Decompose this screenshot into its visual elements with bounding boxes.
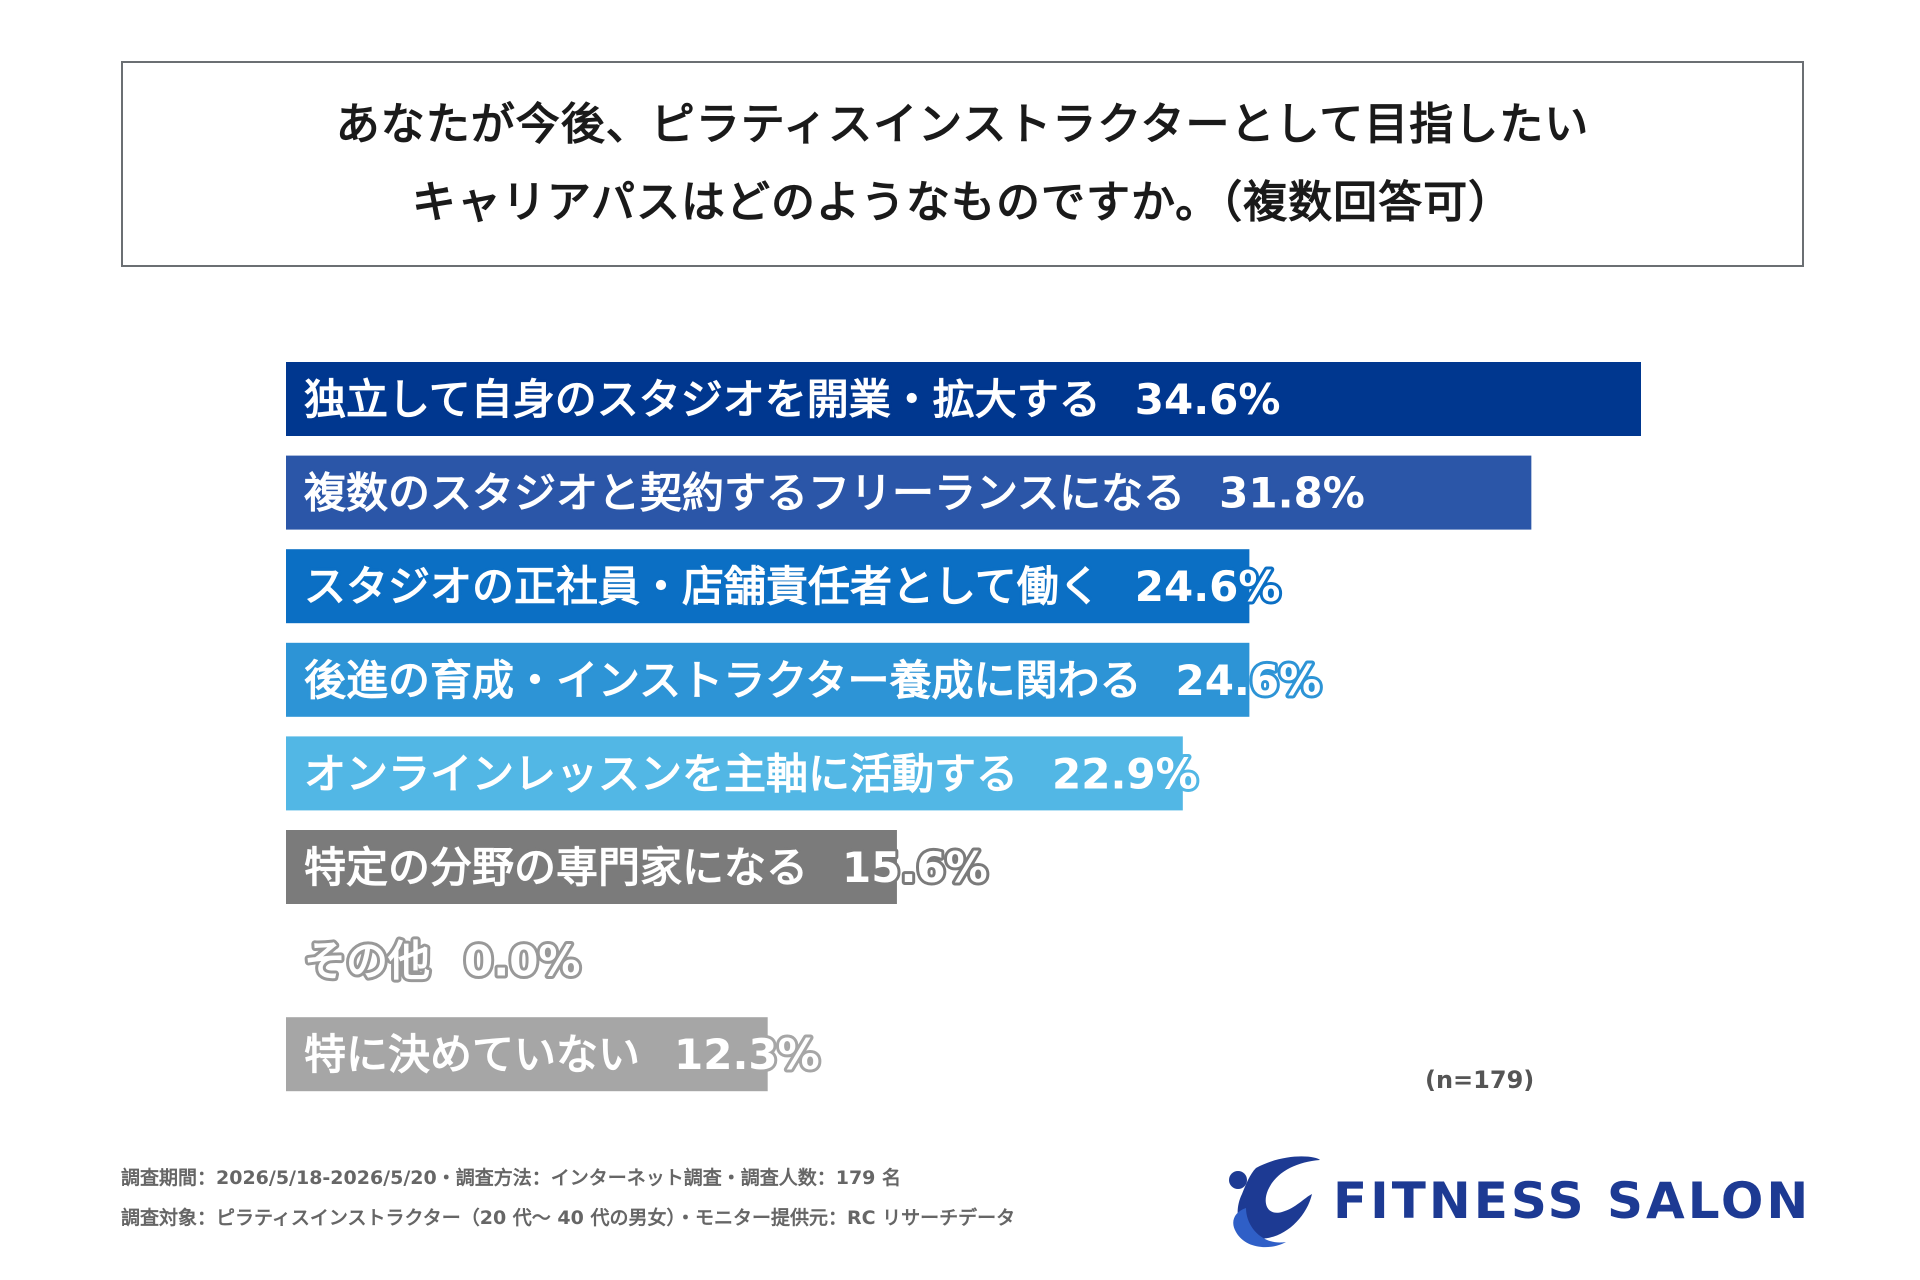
bar-4: [286, 642, 1250, 717]
bar-2: [286, 455, 1532, 530]
bar-5: [286, 736, 1183, 811]
bar-label-1: 独立して自身のスタジオを開業・拡大する 34.6%: [304, 375, 1280, 424]
value-label-4: 24.6%: [1175, 656, 1321, 705]
survey-footnote-target: 調査対象：ピラティスインストラクター（20 代～ 40 代の男女）・モニター提供…: [121, 1207, 1016, 1229]
bar-label-7: その他 0.0%: [304, 937, 581, 986]
value-label-2: 31.8%: [1219, 469, 1365, 518]
category-label-4: 後進の育成・インストラクター養成に関わる: [304, 656, 1141, 705]
bar-chart: 独立して自身のスタジオを開業・拡大する 34.6% 複数のスタジオと契約するフリーラ…: [286, 362, 1641, 1092]
category-label-3: スタジオの正社員・店舗責任者として働く: [304, 562, 1101, 611]
category-label-8: 特に決めていない: [304, 1030, 640, 1079]
bar-label-8: 特に決めていない 12.3%: [304, 1030, 820, 1079]
bar-6: [286, 830, 897, 904]
fitness-salon-swoosh-icon: [1229, 1156, 1320, 1248]
bar-label-2: 複数のスタジオと契約するフリーランスになる 31.8%: [304, 469, 1365, 518]
sample-size-label: (n=179): [1425, 1066, 1535, 1094]
fitness-salon-logo: FITNESS SALON: [1216, 1150, 1816, 1260]
value-label-7: 0.0%: [464, 937, 580, 986]
category-label-7: その他: [304, 937, 430, 986]
bar-label-3: スタジオの正社員・店舗責任者として働く 24.6%: [304, 562, 1280, 611]
bar-label-4: 後進の育成・インストラクター養成に関わる 24.6%: [304, 656, 1321, 705]
value-label-8: 12.3%: [674, 1030, 820, 1079]
category-label-1: 独立して自身のスタジオを開業・拡大する: [304, 375, 1101, 424]
bar-8: [286, 1017, 768, 1092]
chart-title-box: あなたが今後、ピラティスインストラクターとして目指したい キャリアパスはどのよう…: [121, 61, 1804, 267]
value-label-5: 22.9%: [1052, 749, 1198, 798]
category-label-5: オンラインレッスンを主軸に活動する: [304, 749, 1018, 798]
category-label-6: 特定の分野の専門家になる: [304, 843, 808, 892]
logo-text: FITNESS SALON: [1333, 1172, 1812, 1230]
value-label-3: 24.6%: [1135, 562, 1281, 611]
value-label-6: 15.6%: [842, 843, 988, 892]
survey-footnote-period: 調査期間：2026/5/18-2026/5/20・調査方法：インターネット調査・…: [121, 1167, 902, 1189]
category-label-2: 複数のスタジオと契約するフリーランスになる: [304, 469, 1185, 518]
value-label-1: 34.6%: [1135, 375, 1281, 424]
chart-title-line-2: キャリアパスはどのようなものですか。（複数回答可）: [411, 177, 1514, 228]
bar-label-5: オンラインレッスンを主軸に活動する 22.9%: [304, 749, 1198, 798]
chart-title-line-1: あなたが今後、ピラティスインストラクターとして目指したい: [335, 99, 1590, 150]
bar-1: [286, 362, 1641, 436]
bar-3: [286, 549, 1250, 624]
bar-label-6: 特定の分野の専門家になる 15.6%: [304, 843, 988, 892]
